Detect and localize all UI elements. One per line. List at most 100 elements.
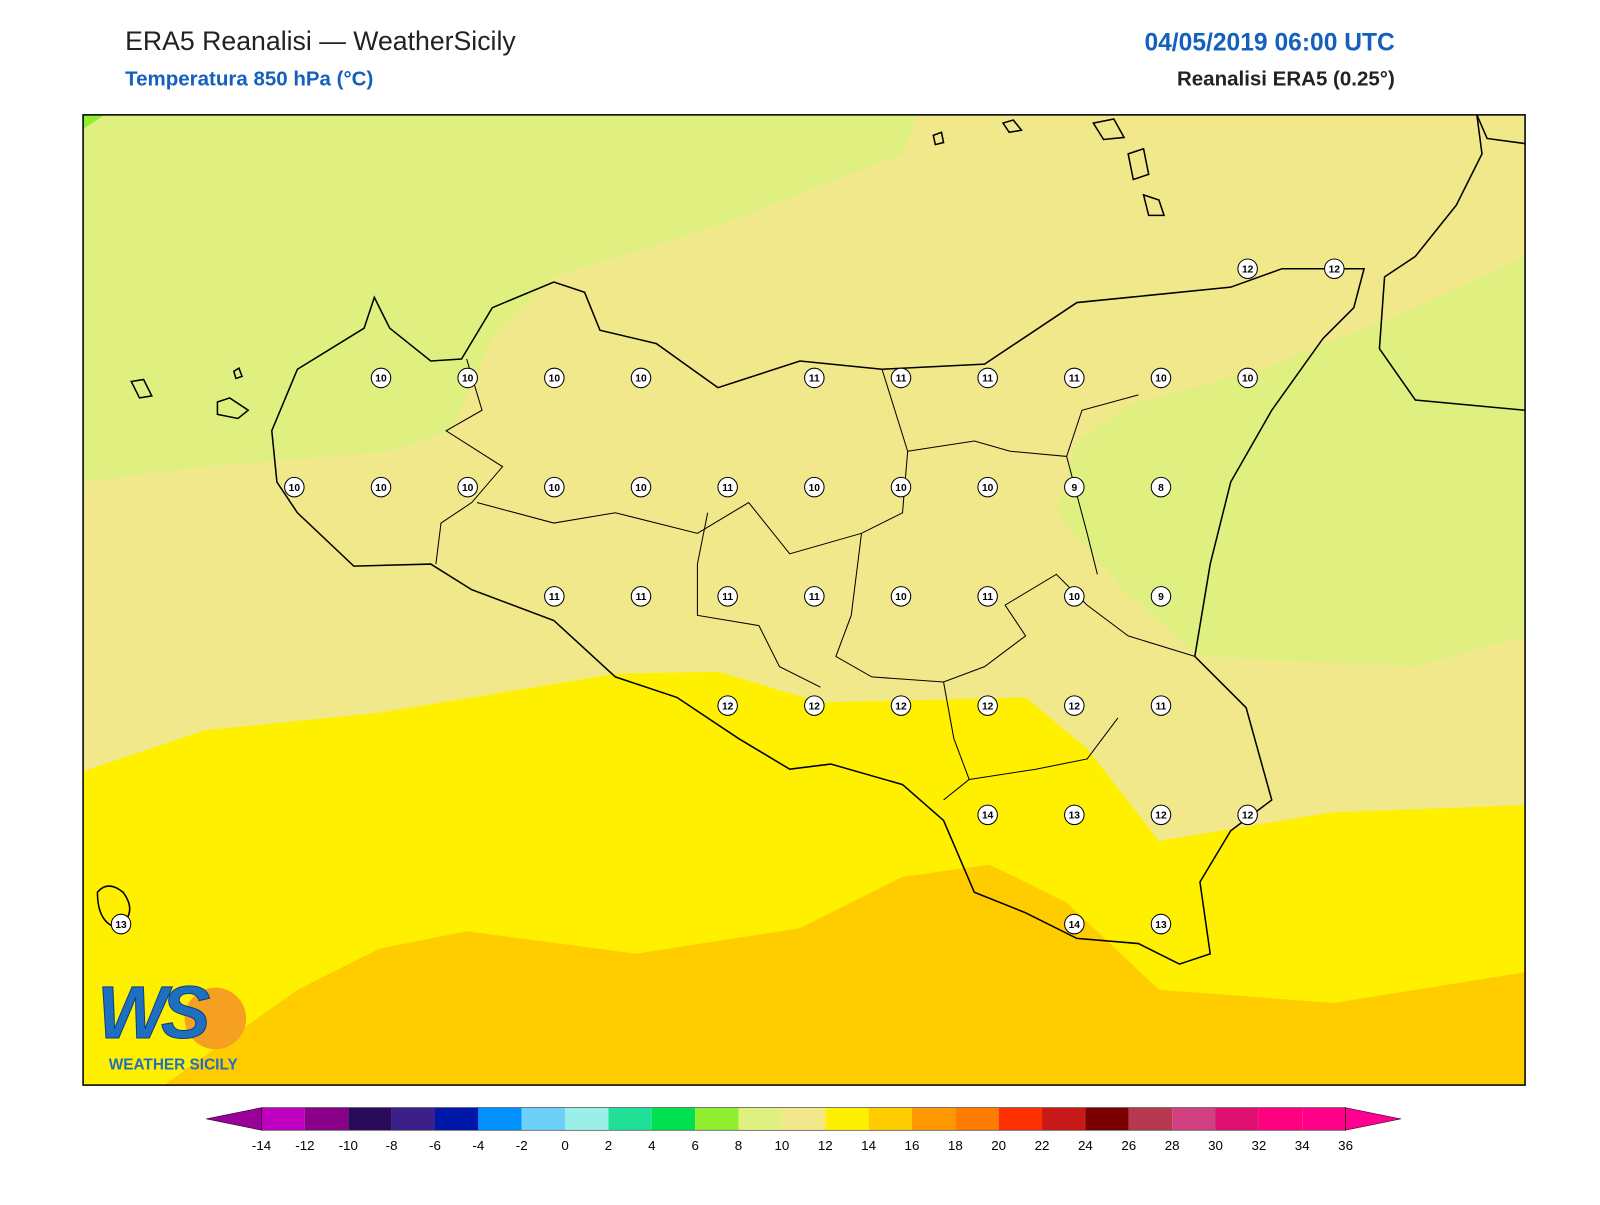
station-value: 12 — [1155, 811, 1167, 822]
station-value: 12 — [895, 701, 907, 712]
station-marker — [1064, 695, 1085, 716]
station-value: 10 — [549, 374, 561, 385]
colorbar-segment — [1085, 1107, 1129, 1131]
station-value: 13 — [1069, 811, 1081, 822]
station-marker — [630, 367, 652, 389]
station-value: 10 — [1242, 374, 1254, 385]
colorbar-segment — [955, 1107, 999, 1131]
logo-sun — [184, 987, 247, 1050]
station-marker — [717, 476, 738, 498]
station-marker — [544, 586, 565, 607]
station-value: 12 — [982, 701, 994, 712]
stations: 12 12 10 10 10 10 11 11 11 11 10 10 10 10 10 10 10 11 10 10… — [110, 258, 1345, 935]
station-marker — [1150, 586, 1172, 607]
station-marker — [1064, 367, 1085, 389]
station-marker — [1150, 476, 1172, 498]
colorbar-segment — [608, 1107, 652, 1131]
station-value: 10 — [635, 483, 647, 494]
colorbar-tick-label: -10 — [339, 1138, 358, 1153]
station-value: 10 — [375, 374, 387, 385]
band-8-10 — [83, 114, 918, 483]
station-marker — [1237, 367, 1258, 389]
station-marker — [1324, 258, 1345, 279]
colorbar-segment — [868, 1107, 912, 1131]
colorbar-segment — [1042, 1107, 1086, 1131]
station-marker — [1064, 804, 1085, 826]
station-marker — [1150, 913, 1172, 935]
station-value: 10 — [289, 483, 301, 494]
station-value: 14 — [1069, 920, 1081, 931]
station-value: 11 — [636, 592, 647, 603]
colorbar-segment — [781, 1107, 826, 1131]
station-marker — [457, 367, 478, 389]
colorbar-tick-label: 26 — [1121, 1138, 1136, 1153]
station-value: 11 — [809, 374, 820, 385]
station-value: 9 — [1158, 592, 1164, 603]
colorbar-tick-label: 22 — [1035, 1138, 1050, 1153]
logo: WS WEATHER SICILY — [97, 970, 247, 1074]
colorbar-segment — [391, 1107, 435, 1131]
station-value: 12 — [1329, 264, 1341, 275]
station-value: 11 — [982, 592, 993, 603]
colorbar-segment — [434, 1107, 479, 1131]
station-value: 11 — [549, 592, 560, 603]
station-marker — [890, 586, 912, 607]
station-marker — [977, 586, 998, 607]
colorbar-segment — [521, 1107, 566, 1131]
station-marker — [1064, 586, 1085, 607]
station-marker — [1064, 476, 1085, 498]
colorbar-tick-label: 34 — [1295, 1138, 1310, 1153]
title: ERA5 Reanalisi — WeatherSicily — [125, 26, 516, 56]
band-8-10 — [1056, 256, 1526, 667]
colorbar-tick-label: -2 — [516, 1138, 528, 1153]
station-value: 12 — [1069, 701, 1081, 712]
station-marker — [1237, 804, 1258, 826]
colorbar-tick-label: -14 — [252, 1138, 272, 1153]
colorbar-tick-label: 18 — [948, 1138, 963, 1153]
band-6-8 — [83, 114, 105, 130]
colorbar-tick-label: 24 — [1078, 1138, 1093, 1153]
station-marker — [1150, 367, 1172, 389]
station-marker — [370, 476, 392, 498]
station-value: 10 — [462, 483, 474, 494]
colorbar-tick-label: 4 — [648, 1138, 656, 1153]
station-value: 10 — [549, 483, 561, 494]
colorbar-segment — [1258, 1107, 1303, 1131]
map-area — [83, 114, 1526, 1086]
station-value: 11 — [982, 374, 993, 385]
station-value: 13 — [115, 920, 127, 931]
station-marker — [630, 476, 652, 498]
station-value: 12 — [722, 701, 734, 712]
station-marker — [804, 476, 825, 498]
station-value: 11 — [896, 374, 907, 385]
station-value: 10 — [895, 483, 907, 494]
station-marker — [110, 913, 132, 935]
station-value: 10 — [635, 374, 647, 385]
logo-mark: WS — [97, 971, 210, 1054]
station-value: 10 — [462, 374, 474, 385]
station-value: 10 — [1155, 374, 1167, 385]
colorbar-segment — [911, 1107, 956, 1131]
colorbar-tick-label: 6 — [691, 1138, 698, 1153]
station-value: 11 — [1069, 374, 1080, 385]
station-marker — [544, 367, 565, 389]
colorbar-segment — [825, 1107, 869, 1131]
station-marker — [1150, 804, 1172, 826]
colorbar-tick-label: 8 — [735, 1138, 742, 1153]
station-marker — [804, 695, 825, 716]
colorbar-tick-label: 36 — [1338, 1138, 1353, 1153]
station-marker — [977, 476, 998, 498]
colorbar-segment — [998, 1107, 1043, 1131]
station-value: 11 — [1156, 701, 1167, 712]
colorbar-tick-label: 2 — [605, 1138, 612, 1153]
station-marker — [457, 476, 478, 498]
station-value: 12 — [809, 701, 821, 712]
station-value: 11 — [722, 592, 733, 603]
station-value: 14 — [982, 811, 994, 822]
station-marker — [1064, 913, 1085, 935]
station-value: 12 — [1242, 811, 1254, 822]
colorbar-tick-label: -6 — [429, 1138, 441, 1153]
station-value: 10 — [375, 483, 387, 494]
